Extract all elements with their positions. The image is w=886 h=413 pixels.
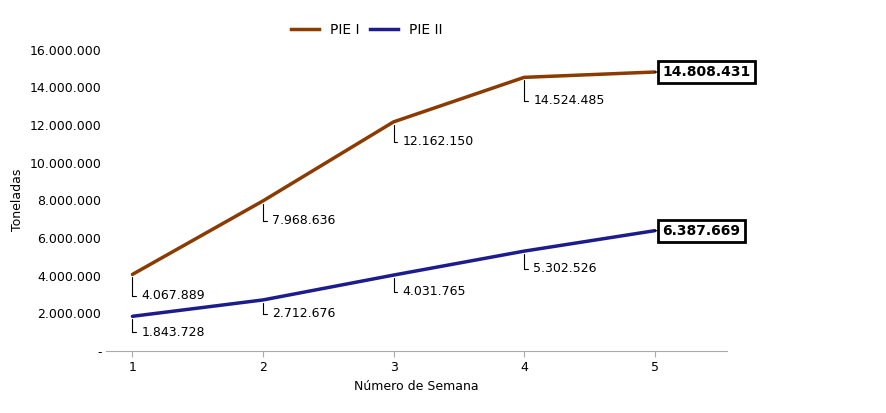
- X-axis label: Número de Semana: Número de Semana: [354, 380, 478, 393]
- Text: 1.843.728: 1.843.728: [132, 319, 205, 339]
- Text: 14.808.431: 14.808.431: [655, 65, 750, 79]
- Text: 4.031.765: 4.031.765: [393, 278, 466, 299]
- Text: 6.387.669: 6.387.669: [655, 224, 741, 238]
- Legend: PIE I, PIE II: PIE I, PIE II: [285, 17, 448, 43]
- Text: 5.302.526: 5.302.526: [525, 254, 597, 275]
- Text: 7.968.636: 7.968.636: [263, 204, 336, 227]
- Text: 14.524.485: 14.524.485: [525, 80, 604, 107]
- Y-axis label: Toneladas: Toneladas: [11, 169, 24, 232]
- Text: 12.162.150: 12.162.150: [393, 125, 474, 148]
- Text: 4.067.889: 4.067.889: [132, 277, 206, 302]
- Text: 2.712.676: 2.712.676: [263, 303, 336, 320]
